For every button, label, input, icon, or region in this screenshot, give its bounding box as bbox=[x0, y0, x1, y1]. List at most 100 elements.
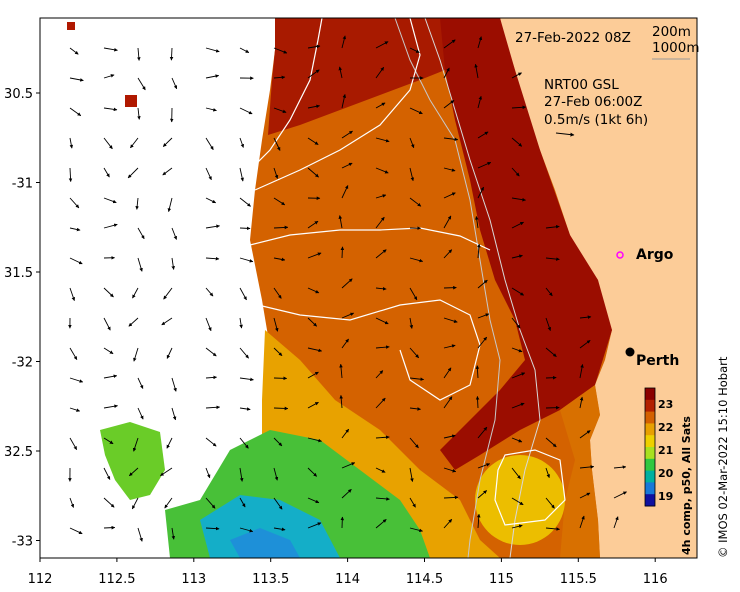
colorbar-title: 4h comp, p50, All Sats bbox=[680, 416, 693, 555]
current-arrow bbox=[409, 377, 425, 382]
current-arrow bbox=[443, 215, 452, 229]
current-arrow bbox=[273, 527, 286, 532]
lon-tick-label: 113 bbox=[181, 572, 206, 587]
current-arrow bbox=[511, 254, 523, 259]
current-arrow bbox=[205, 467, 211, 479]
current-arrow bbox=[103, 74, 115, 79]
argo-label: Argo bbox=[636, 247, 674, 263]
current-arrow bbox=[103, 497, 115, 508]
current-arrow bbox=[307, 287, 320, 294]
current-arrow bbox=[273, 497, 283, 510]
lon-tick-label: 116 bbox=[643, 572, 668, 587]
argo-marker[interactable] bbox=[616, 251, 624, 259]
current-arrow bbox=[205, 526, 220, 531]
current-arrow bbox=[307, 69, 320, 79]
colorbar-tick-label: 19 bbox=[658, 490, 673, 503]
colorbar-tick-label: 21 bbox=[658, 444, 673, 457]
lon-tick-label: 112.5 bbox=[98, 572, 135, 587]
current-arrow bbox=[307, 522, 322, 529]
current-arrow bbox=[375, 249, 387, 259]
current-arrow bbox=[511, 524, 523, 529]
colorbar-tick-label: 23 bbox=[658, 398, 673, 411]
current-arrow bbox=[166, 437, 173, 449]
current-arrow bbox=[103, 223, 118, 229]
sst-field bbox=[67, 18, 612, 558]
plot-area bbox=[40, 18, 697, 558]
current-arrow bbox=[545, 527, 560, 531]
current-arrow bbox=[341, 428, 350, 439]
perth-marker[interactable] bbox=[625, 347, 635, 357]
current-arrow bbox=[205, 317, 212, 332]
current-arrow bbox=[477, 336, 488, 349]
current-arrow bbox=[545, 287, 553, 297]
current-arrow bbox=[239, 497, 246, 508]
current-arrow bbox=[205, 256, 220, 261]
current-arrow bbox=[375, 286, 387, 291]
current-arrow bbox=[205, 287, 214, 297]
current-arrow bbox=[477, 95, 483, 109]
current-arrow bbox=[137, 77, 146, 91]
longitude-axis: 112 112.5 113 113.5 114 114.5 115 115.5 116 bbox=[28, 558, 668, 587]
current-arrow bbox=[511, 105, 527, 110]
current-time-label: 27-Feb 06:00Z bbox=[544, 94, 642, 110]
current-arrow bbox=[239, 137, 245, 148]
current-arrow bbox=[375, 370, 384, 379]
current-arrow bbox=[273, 137, 281, 151]
current-arrow bbox=[239, 167, 244, 182]
depth-label-200m: 200m bbox=[652, 24, 691, 40]
lon-tick-label: 114.5 bbox=[406, 572, 443, 587]
colorbar-tick-label: 20 bbox=[658, 467, 674, 480]
current-arrow bbox=[69, 287, 76, 301]
current-arrow bbox=[511, 497, 524, 506]
current-arrow bbox=[443, 137, 459, 142]
current-arrow bbox=[307, 437, 322, 443]
current-arrow bbox=[341, 130, 353, 139]
lat-tick-label: -33 bbox=[12, 535, 33, 550]
current-arrow bbox=[477, 186, 485, 199]
current-arrow bbox=[477, 463, 491, 469]
current-arrow bbox=[307, 317, 318, 327]
current-arrow bbox=[103, 437, 114, 445]
current-arrow bbox=[341, 94, 347, 109]
current-arrow bbox=[375, 497, 390, 501]
current-arrow bbox=[307, 104, 320, 109]
current-arrow bbox=[375, 216, 385, 229]
current-arrow bbox=[103, 467, 111, 480]
current-arrow bbox=[409, 527, 423, 533]
perth-label: Perth bbox=[636, 353, 679, 369]
current-arrow bbox=[579, 515, 585, 529]
current-arrow bbox=[132, 437, 139, 452]
current-arrow bbox=[375, 345, 390, 349]
current-arrow bbox=[341, 338, 349, 349]
current-arrow bbox=[375, 137, 390, 143]
current-arrow bbox=[239, 467, 244, 482]
current-arrow bbox=[171, 77, 178, 90]
current-arrow bbox=[443, 317, 458, 323]
lon-tick-label: 115.5 bbox=[560, 572, 597, 587]
current-arrow bbox=[579, 339, 591, 349]
current-arrow bbox=[103, 197, 117, 204]
current-arrow bbox=[474, 216, 479, 229]
current-arrow bbox=[205, 167, 212, 181]
current-arrow bbox=[239, 347, 249, 359]
current-arrow bbox=[409, 167, 415, 182]
current-arrow bbox=[443, 39, 456, 49]
current-arrow bbox=[239, 47, 250, 53]
current-arrow bbox=[103, 374, 118, 379]
current-arrow bbox=[443, 367, 452, 379]
current-arrow bbox=[511, 467, 521, 480]
current-arrow bbox=[443, 495, 459, 500]
current-arrow bbox=[579, 364, 584, 379]
current-arrow bbox=[338, 66, 343, 79]
current-arrow bbox=[161, 317, 173, 326]
colorbar-swatch bbox=[645, 482, 655, 495]
current-arrow bbox=[511, 287, 525, 296]
current-arrow bbox=[205, 197, 217, 204]
map-date-label: 27-Feb-2022 08Z bbox=[515, 30, 631, 46]
current-arrow bbox=[239, 437, 249, 449]
current-arrow bbox=[162, 137, 173, 147]
colorbar-swatch bbox=[645, 470, 655, 483]
current-arrow bbox=[443, 518, 453, 529]
current-arrow bbox=[340, 246, 345, 259]
current-arrow bbox=[307, 401, 319, 409]
